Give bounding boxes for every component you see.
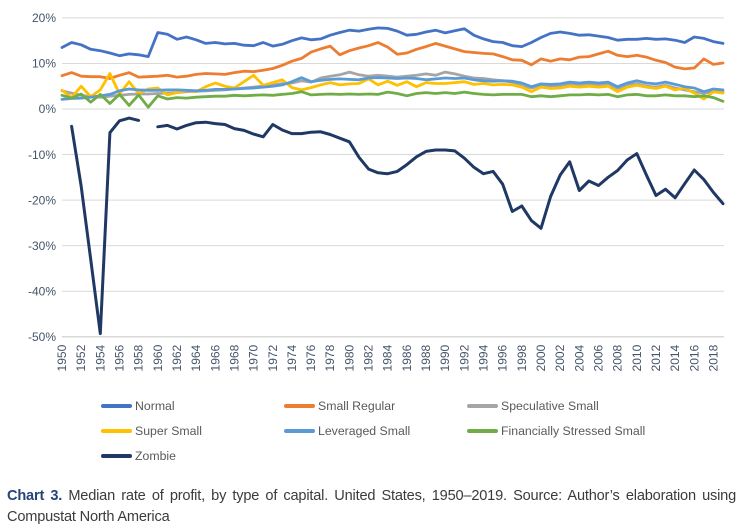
legend-label: Leveraged Small <box>318 424 411 438</box>
legend-swatch <box>101 404 132 408</box>
legend-swatch <box>284 404 315 408</box>
series-line-financially-stressed-small <box>60 90 725 109</box>
legend-swatch <box>467 429 498 433</box>
legend-swatch <box>101 454 132 458</box>
legend-label: Small Regular <box>318 399 396 413</box>
legend-item-zombie: Zombie <box>101 449 176 463</box>
x-axis-tick-label: 1950 <box>55 344 69 371</box>
legend-swatch <box>467 404 498 408</box>
legend-item-small-regular: Small Regular <box>284 399 395 413</box>
x-axis-tick-label: 2012 <box>649 344 663 371</box>
caption-label: Chart 3. <box>7 487 63 504</box>
x-axis-tick-label: 2002 <box>553 344 567 371</box>
x-axis-tick-label: 1956 <box>112 344 126 371</box>
series-line-normal <box>60 26 725 58</box>
x-axis-tick-label: 1976 <box>304 344 318 371</box>
x-axis-tick-label: 2004 <box>572 344 586 371</box>
legend-swatch <box>284 429 315 433</box>
y-axis-tick-label: 0% <box>39 102 57 116</box>
series-line-super-small <box>60 72 725 101</box>
x-axis-tick-label: 1992 <box>457 344 471 371</box>
x-axis-tick-label: 1998 <box>515 344 529 371</box>
x-axis-tick-label: 1958 <box>132 344 146 371</box>
legend-label: Normal <box>135 399 175 413</box>
x-axis-tick-label: 1964 <box>189 344 203 371</box>
x-axis-tick-label: 1994 <box>477 344 491 371</box>
legend-item-leveraged-small: Leveraged Small <box>284 424 410 438</box>
x-axis-tick-label: 1972 <box>266 344 280 371</box>
x-axis-tick-label: 2016 <box>687 344 701 371</box>
series-line-zombie <box>70 116 725 336</box>
legend-item-speculative-small: Speculative Small <box>467 399 599 413</box>
legend-label: Speculative Small <box>501 399 599 413</box>
y-axis-tick-label: -50% <box>28 330 56 344</box>
x-axis-tick-label: 1984 <box>381 344 395 371</box>
y-axis-tick-label: -40% <box>28 284 56 298</box>
x-axis-tick-label: 1966 <box>208 344 222 371</box>
x-axis-tick-label: 2014 <box>668 344 682 371</box>
x-axis-tick-label: 2008 <box>611 344 625 371</box>
y-axis-tick-label: -20% <box>28 193 56 207</box>
x-axis-tick-label: 2018 <box>706 344 720 371</box>
x-axis-tick-label: 1954 <box>93 344 107 371</box>
x-axis-tick-label: 1968 <box>227 344 241 371</box>
series-line-small-regular <box>60 41 725 80</box>
x-axis-tick-label: 1988 <box>419 344 433 371</box>
y-axis-tick-label: -30% <box>28 239 56 253</box>
x-axis-tick-label: 2010 <box>630 344 644 371</box>
profit-rate-line-chart: 20% 10% 0% -10% -20% -30% -40% -50%1950 1952 1954… <box>28 11 725 371</box>
legend-label: Zombie <box>135 449 177 463</box>
legend-item-super-small: Super Small <box>101 424 202 438</box>
legend-label: Super Small <box>135 424 202 438</box>
legend-item-financially-stressed-small: Financially Stressed Small <box>467 424 645 438</box>
x-axis-tick-label: 1978 <box>323 344 337 371</box>
x-axis-tick-label: 1952 <box>74 344 88 371</box>
legend-swatch <box>101 429 132 433</box>
x-axis-tick-label: 1974 <box>285 344 299 371</box>
y-axis-tick-label: -10% <box>28 148 56 162</box>
y-axis-tick-label: 10% <box>32 57 56 71</box>
x-axis-tick-label: 1982 <box>362 344 376 371</box>
x-axis-tick-label: 1970 <box>247 344 261 371</box>
x-axis-tick-label: 2000 <box>534 344 548 371</box>
chart-caption: Chart 3. Median rate of profit, by type … <box>7 486 736 528</box>
x-axis-tick-label: 1986 <box>400 344 414 371</box>
legend-label: Financially Stressed Small <box>501 424 646 438</box>
x-axis-tick-label: 2006 <box>591 344 605 371</box>
x-axis-tick-label: 1962 <box>170 344 184 371</box>
chart-legend: Normal Small Regular Speculative Small Supe… <box>0 0 741 463</box>
series-line-leveraged-small <box>60 76 725 101</box>
y-axis-tick-label: 20% <box>32 11 56 25</box>
caption-text: Median rate of profit, by type of capita… <box>7 487 736 525</box>
x-axis-tick-label: 1960 <box>151 344 165 371</box>
x-axis-tick-label: 1990 <box>438 344 452 371</box>
x-axis-tick-label: 1980 <box>342 344 356 371</box>
legend-item-normal: Normal <box>101 399 175 413</box>
x-axis-tick-label: 1996 <box>496 344 510 371</box>
